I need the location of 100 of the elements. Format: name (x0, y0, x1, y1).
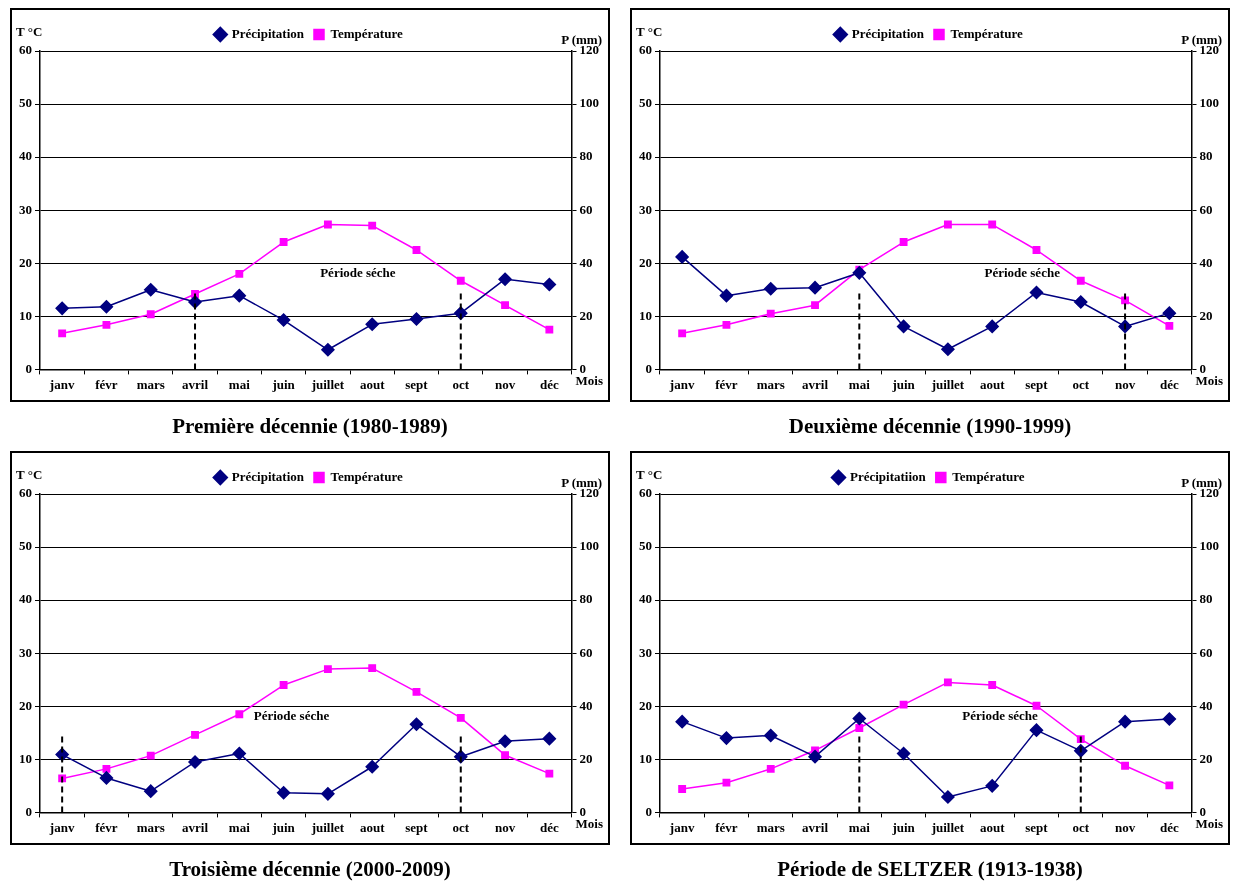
y2-tick-label: 60 (1199, 644, 1213, 660)
point (456, 276, 465, 285)
point (1165, 321, 1174, 330)
y-tick-label: 10 (19, 750, 32, 766)
y-tick-label: 60 (639, 485, 652, 501)
point (1074, 295, 1088, 309)
point (899, 238, 908, 246)
legend-label: Température (952, 468, 1025, 484)
x-tick-label: juillet (930, 819, 965, 835)
y2-tick-label: 20 (579, 750, 593, 766)
x-tick-label: déc (539, 376, 559, 392)
point (143, 784, 158, 798)
x-axis-title: Mois (575, 816, 603, 832)
point (542, 731, 557, 746)
point (235, 710, 244, 719)
x-tick-label: aout (359, 819, 386, 835)
point (146, 751, 155, 760)
point (409, 717, 424, 732)
text: Troisième décennie (2000-2009) (169, 857, 451, 882)
x-tick-label: aout (979, 819, 1006, 835)
point (943, 678, 952, 687)
x-tick-label: avril (182, 819, 209, 835)
annotation: Période séche (253, 708, 330, 724)
point (501, 751, 509, 760)
point (763, 281, 778, 296)
point (988, 220, 997, 229)
x-axis-title: Mois (1195, 816, 1223, 832)
point (279, 681, 288, 689)
y-tick-label: 40 (639, 591, 652, 607)
point (191, 730, 199, 739)
point (808, 749, 822, 764)
point (943, 220, 952, 229)
y-tick-label: 50 (639, 538, 652, 554)
y-tick-label: 60 (639, 42, 652, 58)
point (1162, 712, 1177, 726)
x-tick-label: mars (136, 376, 165, 392)
point (1121, 761, 1129, 770)
point (279, 238, 288, 246)
x-tick-label: oct (1072, 376, 1090, 392)
y-axis-title: T °C (16, 23, 43, 39)
y-tick-label: 30 (639, 644, 652, 660)
x-tick-label: juin (271, 376, 296, 392)
legend-label: Précipitation (231, 468, 305, 484)
y-tick-label: 50 (19, 538, 32, 554)
y-tick-label: 10 (19, 307, 32, 323)
point (899, 700, 908, 709)
y2-tick-label: 100 (579, 538, 599, 554)
x-tick-label: janv (668, 376, 695, 392)
y2-tick-label: 40 (579, 254, 593, 270)
y2-tick-label: 100 (579, 95, 599, 111)
y2-tick-label: 60 (579, 644, 593, 660)
x-tick-label: avril (802, 376, 829, 392)
point (722, 320, 731, 329)
x-tick-label: juin (271, 819, 296, 835)
point (896, 319, 911, 334)
y-tick-label: 30 (19, 644, 32, 660)
y-tick-label: 0 (645, 360, 652, 376)
point (99, 771, 114, 785)
x-tick-label: nov (494, 819, 516, 835)
x-tick-label: juillet (310, 819, 345, 835)
annotation: Période séche (962, 708, 1038, 724)
y-tick-label: 50 (19, 95, 32, 111)
y-tick-label: 20 (639, 254, 652, 270)
legend-label: Précipitation (231, 25, 305, 41)
point (456, 714, 465, 722)
y2-tick-label: 40 (579, 697, 593, 713)
x-tick-label: janv (48, 376, 75, 392)
point (276, 313, 291, 327)
text: Période de SELTZER (1913-1938) (777, 857, 1083, 882)
x-tick-label: juin (891, 819, 916, 835)
point (365, 317, 379, 332)
point (321, 787, 335, 801)
x-tick-label: nov (494, 376, 516, 392)
y2-tick-label: 80 (579, 148, 593, 164)
x-tick-label: sept (405, 819, 429, 835)
y-tick-label: 0 (645, 803, 652, 819)
y-tick-label: 40 (19, 148, 32, 164)
x-tick-label: aout (979, 376, 1006, 392)
y-axis-title: T °C (636, 466, 663, 482)
y-tick-label: 50 (639, 95, 652, 111)
point (545, 325, 554, 334)
y-axis-title: T °C (16, 466, 43, 482)
y2-tick-label: 100 (1199, 538, 1219, 554)
point (143, 283, 158, 297)
x-tick-label: juillet (930, 376, 965, 392)
y-tick-label: 10 (639, 307, 652, 323)
x-tick-label: avril (802, 819, 829, 835)
text: Première décennie (1980-1989) (172, 414, 448, 439)
point (235, 269, 244, 278)
y-tick-label: 10 (639, 750, 652, 766)
x-tick-label: oct (452, 819, 470, 835)
point (542, 277, 557, 292)
legend-label: Température (330, 25, 403, 41)
point (1029, 285, 1044, 300)
annotation: Période séche (320, 265, 396, 281)
x-tick-label: mai (848, 819, 871, 835)
legend-label: Température (950, 25, 1023, 41)
point (1162, 306, 1177, 320)
y2-tick-label: 20 (579, 307, 593, 323)
point (1032, 701, 1041, 710)
